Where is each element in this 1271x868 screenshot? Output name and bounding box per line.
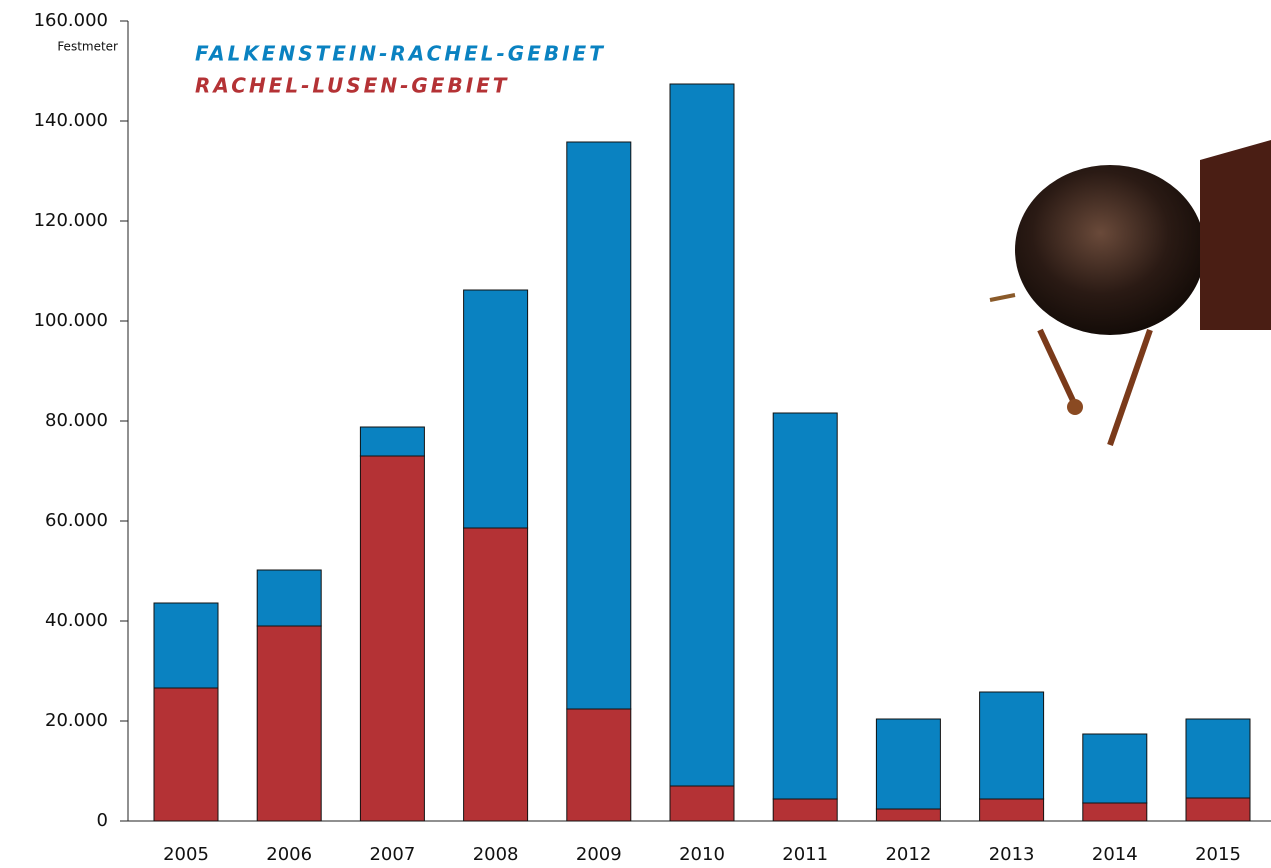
x-tick-label: 2005 — [163, 844, 209, 865]
y-tick-label: 120.000 — [34, 210, 108, 231]
x-tick-label: 2006 — [266, 844, 312, 865]
bar-segment — [360, 456, 424, 821]
chart: Festmeter 0 20.000 40.000 60.000 80.000 100.0… — [0, 0, 1271, 868]
bar-segment — [464, 528, 528, 821]
y-tick-label: 60.000 — [45, 510, 108, 531]
bar-segment — [154, 603, 218, 688]
x-tick-label: 2012 — [885, 844, 931, 865]
y-tick-label: 40.000 — [45, 610, 108, 631]
y-tick-label: 100.000 — [34, 310, 108, 331]
bar-segment — [876, 809, 940, 821]
x-tick-label: 2015 — [1195, 844, 1241, 865]
y-tick-label: 0 — [97, 810, 108, 831]
x-tick-label: 2009 — [576, 844, 622, 865]
x-tick-label: 2014 — [1092, 844, 1138, 865]
y-tick-label: 160.000 — [34, 10, 108, 31]
beetle-illustration — [990, 140, 1271, 445]
bar-segment — [1186, 719, 1250, 798]
bar-segment — [980, 692, 1044, 799]
y-tick-label: 80.000 — [45, 410, 108, 431]
bar-segment — [1083, 734, 1147, 803]
bar-segment — [257, 570, 321, 626]
bar-segment — [567, 142, 631, 709]
bar-segment — [773, 799, 837, 821]
x-tick-label: 2010 — [679, 844, 725, 865]
x-tick-label: 2008 — [473, 844, 519, 865]
x-tick-label: 2007 — [369, 844, 415, 865]
bar-segment — [980, 799, 1044, 821]
y-tick-label: 20.000 — [45, 710, 108, 731]
bar-segment — [257, 626, 321, 821]
bar-segment — [154, 688, 218, 821]
bar-segment — [1083, 803, 1147, 821]
legend-entry: FALKENSTEIN-RACHEL-GEBIET — [195, 42, 606, 66]
y-tick-label: 140.000 — [34, 110, 108, 131]
bar-segment — [567, 709, 631, 821]
bar-segment — [876, 719, 940, 809]
x-tick-label: 2011 — [782, 844, 828, 865]
bar-segment — [773, 413, 837, 799]
bar-segment — [360, 427, 424, 456]
bar-segment — [464, 290, 528, 528]
x-tick-label: 2013 — [989, 844, 1035, 865]
legend-entry: RACHEL-LUSEN-GEBIET — [195, 74, 509, 98]
bar-segment — [670, 84, 734, 786]
bar-segment — [1186, 798, 1250, 821]
bar-segment — [670, 786, 734, 821]
y-axis-label: Festmeter — [57, 40, 118, 54]
